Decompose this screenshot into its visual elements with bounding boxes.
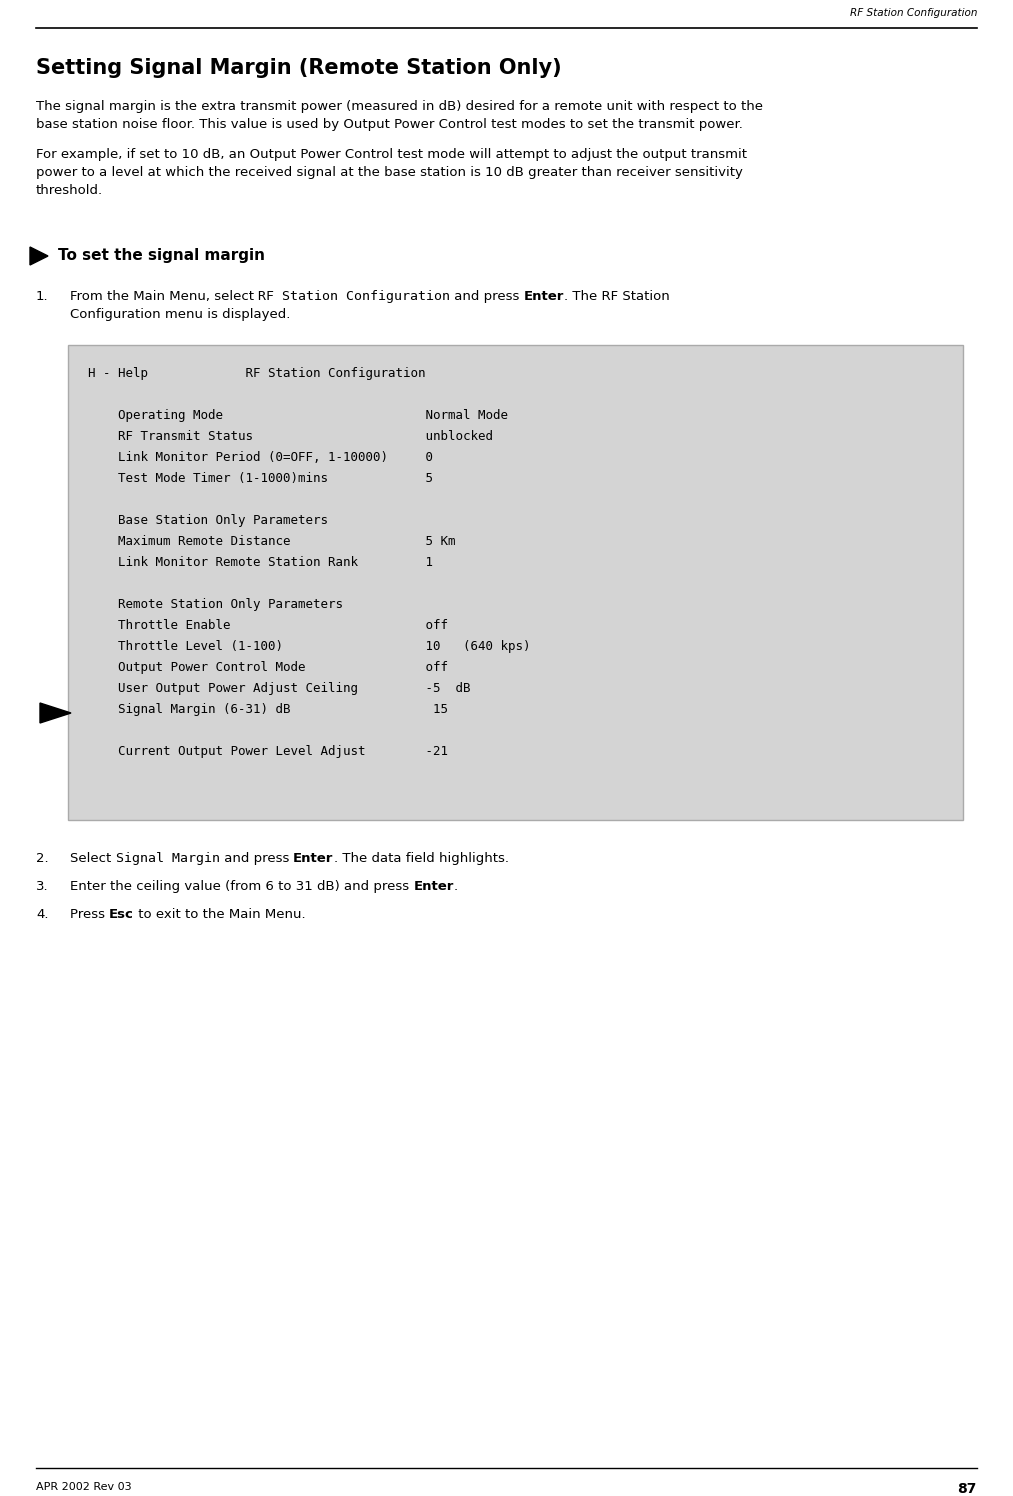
Text: Link Monitor Remote Station Rank         1: Link Monitor Remote Station Rank 1 [88, 557, 433, 568]
Text: . The data field highlights.: . The data field highlights. [333, 853, 509, 865]
Text: RF Station Configuration: RF Station Configuration [258, 290, 450, 304]
Text: threshold.: threshold. [36, 184, 103, 197]
Text: Signal Margin (6-31) dB                   15: Signal Margin (6-31) dB 15 [88, 703, 448, 717]
Text: Remote Station Only Parameters: Remote Station Only Parameters [88, 598, 343, 610]
Text: 2.: 2. [36, 853, 49, 865]
Text: Throttle Enable                          off: Throttle Enable off [88, 619, 448, 631]
Text: Select: Select [70, 853, 115, 865]
Text: Current Output Power Level Adjust        -21: Current Output Power Level Adjust -21 [88, 745, 448, 758]
Text: power to a level at which the received signal at the base station is 10 dB great: power to a level at which the received s… [36, 166, 743, 180]
Text: 87: 87 [957, 1483, 977, 1496]
Text: Throttle Level (1-100)                   10   (640 kps): Throttle Level (1-100) 10 (640 kps) [88, 640, 531, 652]
Text: base station noise floor. This value is used by Output Power Control test modes : base station noise floor. This value is … [36, 118, 743, 132]
Text: User Output Power Adjust Ceiling         -5  dB: User Output Power Adjust Ceiling -5 dB [88, 682, 470, 696]
Text: Enter the ceiling value (from 6 to 31 dB) and press: Enter the ceiling value (from 6 to 31 dB… [70, 880, 413, 893]
Text: Operating Mode                           Normal Mode: Operating Mode Normal Mode [88, 408, 508, 422]
Text: To set the signal margin: To set the signal margin [58, 248, 265, 263]
Text: and press: and press [220, 853, 293, 865]
Text: . The RF Station: . The RF Station [564, 290, 670, 304]
Text: Link Monitor Period (0=OFF, 1-10000)     0: Link Monitor Period (0=OFF, 1-10000) 0 [88, 450, 433, 464]
Text: 4.: 4. [36, 908, 49, 922]
Text: RF Transmit Status                       unblocked: RF Transmit Status unblocked [88, 429, 493, 443]
Text: 3.: 3. [36, 880, 49, 893]
Text: Esc: Esc [109, 908, 134, 922]
Text: Output Power Control Mode                off: Output Power Control Mode off [88, 661, 448, 675]
Polygon shape [40, 703, 71, 723]
Text: Enter: Enter [524, 290, 564, 304]
Text: Enter: Enter [293, 853, 333, 865]
Text: Setting Signal Margin (Remote Station Only): Setting Signal Margin (Remote Station On… [36, 58, 561, 78]
Text: Press: Press [70, 908, 109, 922]
Text: Test Mode Timer (1-1000)mins             5: Test Mode Timer (1-1000)mins 5 [88, 473, 433, 485]
Text: Maximum Remote Distance                  5 Km: Maximum Remote Distance 5 Km [88, 536, 456, 548]
Text: The signal margin is the extra transmit power (measured in dB) desired for a rem: The signal margin is the extra transmit … [36, 100, 763, 114]
Bar [68, 346, 963, 820]
Text: Configuration menu is displayed.: Configuration menu is displayed. [70, 308, 291, 322]
Text: Base Station Only Parameters: Base Station Only Parameters [88, 515, 328, 527]
Text: to exit to the Main Menu.: to exit to the Main Menu. [134, 908, 306, 922]
Text: APR 2002 Rev 03: APR 2002 Rev 03 [36, 1483, 132, 1492]
Text: RF Station Configuration: RF Station Configuration [850, 7, 977, 18]
Text: Signal Margin: Signal Margin [115, 853, 220, 865]
Text: 1.: 1. [36, 290, 49, 304]
Polygon shape [30, 247, 48, 265]
Text: .: . [454, 880, 458, 893]
Text: H - Help             RF Station Configuration: H - Help RF Station Configuration [88, 367, 425, 380]
Text: and press: and press [450, 290, 524, 304]
Text: Enter: Enter [413, 880, 454, 893]
Text: From the Main Menu, select: From the Main Menu, select [70, 290, 258, 304]
Text: For example, if set to 10 dB, an Output Power Control test mode will attempt to : For example, if set to 10 dB, an Output … [36, 148, 747, 162]
